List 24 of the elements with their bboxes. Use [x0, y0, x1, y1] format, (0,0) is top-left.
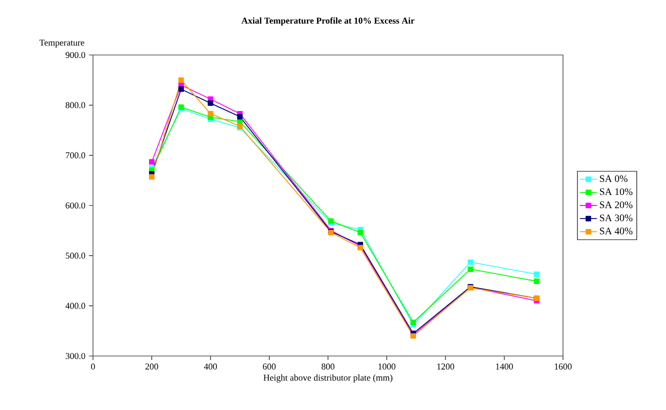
y-tick-label: 900.0 [66, 52, 86, 58]
legend-label: SA 30% [600, 214, 632, 222]
y-tick-label: 600.0 [66, 202, 86, 209]
x-tick-label: 1400 [496, 364, 513, 370]
x-tick-label: 1000 [378, 364, 396, 370]
y-tick-label: 500.0 [66, 252, 86, 259]
x-tick-label: 800 [322, 364, 334, 370]
y-tick-label: 700.0 [66, 152, 86, 158]
legend-label: SA 0% [600, 175, 628, 182]
y-tick-label: 400.0 [65, 302, 86, 309]
x-tick-label: 0 [91, 364, 95, 370]
chart-title: Axial Temperature Profile at 10% Excess Air [242, 17, 414, 26]
y-tick-label: 800.0 [66, 102, 86, 108]
legend-label: SA 40% [600, 228, 632, 234]
x-tick-label: 1200 [437, 364, 454, 370]
x-axis-title: Height above distributor plate (mm) [264, 374, 392, 383]
x-tick-label: 1600 [554, 364, 572, 370]
x-tick-label: 200 [145, 364, 158, 370]
x-tick-label: 400 [204, 364, 217, 370]
x-tick-label: 600 [262, 364, 276, 370]
y-axis-title: Temperature [39, 40, 84, 48]
legend-label: SA 10% [600, 188, 632, 196]
y-tick-label: 300.0 [66, 352, 86, 360]
legend-label: SA 20% [600, 201, 632, 208]
